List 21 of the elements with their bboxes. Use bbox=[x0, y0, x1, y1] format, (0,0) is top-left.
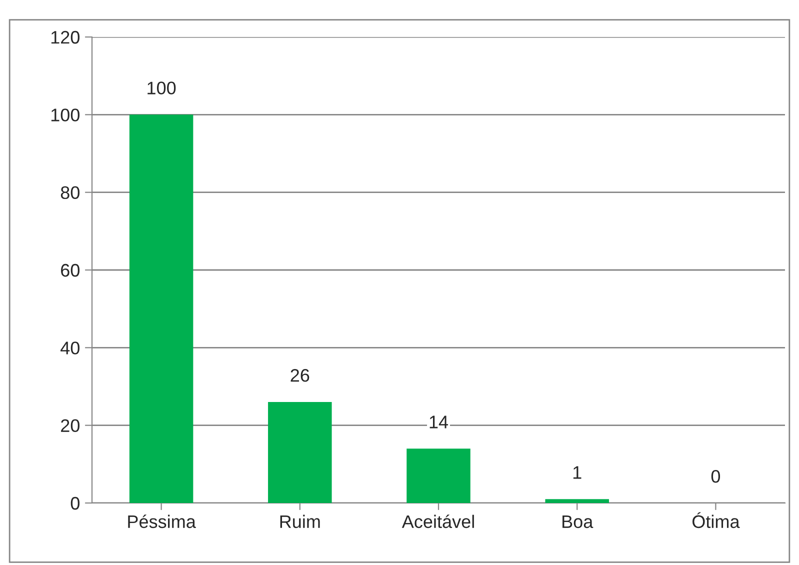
bar bbox=[268, 402, 332, 503]
data-label: 0 bbox=[711, 470, 720, 483]
data-label: 26 bbox=[290, 369, 310, 382]
x-tick-label: Péssima bbox=[128, 514, 196, 528]
bar bbox=[545, 499, 609, 503]
x-tick-label: Aceitável bbox=[402, 514, 474, 528]
y-tick-label: 80 bbox=[60, 186, 80, 200]
y-tick-label: 0 bbox=[70, 496, 80, 510]
data-label: 100 bbox=[148, 82, 176, 94]
x-tick-label: Boa bbox=[562, 515, 594, 528]
data-label: 14 bbox=[430, 416, 448, 428]
bar bbox=[129, 114, 194, 503]
y-tick-label: 60 bbox=[61, 264, 80, 277]
y-tick-label: 20 bbox=[61, 419, 80, 432]
bar bbox=[406, 448, 470, 503]
y-tick-label: 120 bbox=[51, 30, 80, 44]
x-tick-label: Ótima bbox=[692, 512, 740, 528]
x-tick-label: Ruim bbox=[280, 514, 320, 528]
data-label: 1 bbox=[573, 466, 582, 479]
y-tick-label: 40 bbox=[60, 342, 80, 354]
y-tick-label: 100 bbox=[51, 108, 80, 122]
